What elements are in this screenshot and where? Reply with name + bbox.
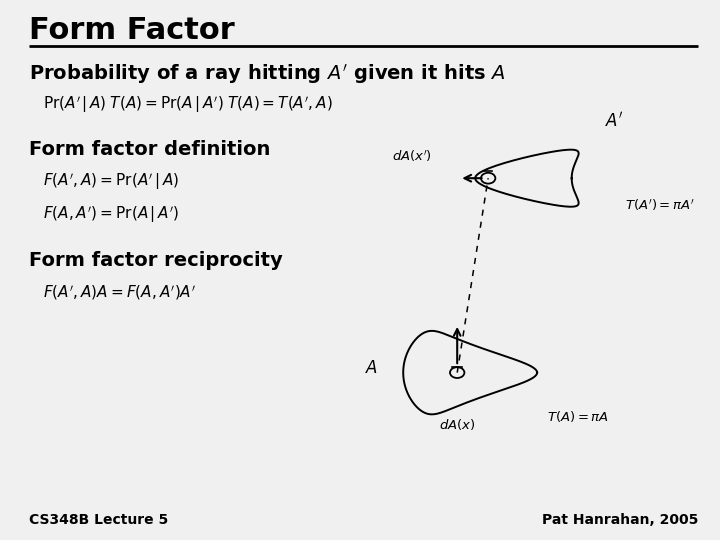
Text: $F(A, A') = \mathrm{Pr}(A\,|\,A')$: $F(A, A') = \mathrm{Pr}(A\,|\,A')$ <box>43 204 179 225</box>
Text: CS348B Lecture 5: CS348B Lecture 5 <box>29 512 168 526</box>
Text: Form Factor: Form Factor <box>29 16 235 45</box>
Text: $dA(x)$: $dA(x)$ <box>439 417 475 432</box>
Text: Form factor reciprocity: Form factor reciprocity <box>29 251 282 270</box>
Text: $T(A') = \pi A'$: $T(A') = \pi A'$ <box>625 198 695 213</box>
Text: $F(A', A) = \mathrm{Pr}(A'\,|\,A)$: $F(A', A) = \mathrm{Pr}(A'\,|\,A)$ <box>43 172 179 192</box>
Text: $\mathrm{Pr}(A'\,|\,A)\;T(A) = \mathrm{Pr}(A\,|\,A')\;T(A) = T(A', A)$: $\mathrm{Pr}(A'\,|\,A)\;T(A) = \mathrm{P… <box>43 94 333 115</box>
Text: Pat Hanrahan, 2005: Pat Hanrahan, 2005 <box>542 512 698 526</box>
Text: $A'$: $A'$ <box>605 112 624 131</box>
Text: $A$: $A$ <box>365 359 378 377</box>
Text: $T(A) = \pi A$: $T(A) = \pi A$ <box>547 409 609 424</box>
Text: Probability of a ray hitting $A'$ given it hits $A$: Probability of a ray hitting $A'$ given … <box>29 62 505 86</box>
Text: $F(A', A)A = F(A, A')A'$: $F(A', A)A = F(A, A')A'$ <box>43 284 197 302</box>
Text: $dA(x')$: $dA(x')$ <box>392 149 432 164</box>
Text: Form factor definition: Form factor definition <box>29 140 270 159</box>
